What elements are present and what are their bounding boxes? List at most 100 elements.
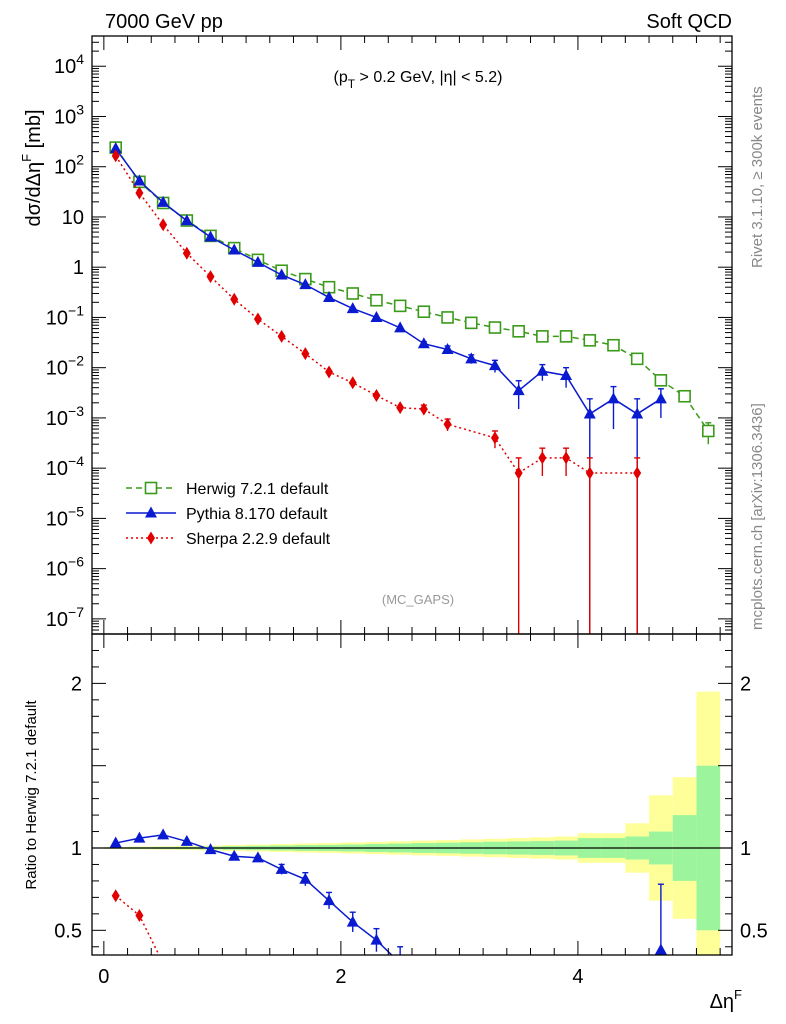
marker-diamond (490, 431, 499, 445)
marker-triangle (417, 337, 430, 349)
y-tick-label: 10−7 (46, 604, 84, 631)
marker-triangle (180, 214, 193, 226)
analysis-watermark: (MC_GAPS) (382, 592, 454, 607)
marker-triangle (299, 872, 312, 884)
marker-triangle (323, 290, 336, 302)
x-tick-label: 2 (335, 966, 346, 988)
marker-square (559, 330, 573, 343)
marker-triangle (251, 255, 264, 267)
cut-annotation: (pT > 0.2 GeV, |η| < 5.2) (334, 69, 503, 91)
marker-triangle (441, 343, 454, 355)
marker-diamond (585, 466, 594, 480)
marker-diamond (230, 292, 239, 306)
series-line (115, 147, 709, 432)
marker-square (488, 321, 502, 334)
ratio-frame (91, 633, 733, 956)
marker-triangle (607, 392, 620, 404)
marker-triangle (536, 364, 549, 376)
legend: Herwig 7.2.1 default Pythia 8.170 default… (126, 481, 331, 548)
ratio-series-group (109, 828, 667, 970)
marker-square (346, 287, 360, 300)
header-left-label: 7000 GeV pp (105, 11, 223, 33)
marker-diamond (111, 149, 120, 163)
x-axis-title: ΔηF (710, 987, 742, 1013)
marker-triangle (323, 894, 336, 906)
marker-square (678, 389, 691, 403)
ratio-y-tick-label-right: 0.5 (740, 920, 768, 942)
main-y-axis-title: dσ/dΔηF [mb] (19, 109, 45, 226)
marker-triangle (654, 392, 667, 404)
marker-diamond (301, 347, 310, 361)
marker-diamond (348, 376, 357, 390)
marker-square (144, 481, 158, 495)
marker-triangle (204, 843, 217, 855)
marker-triangle (109, 142, 122, 154)
y-tick-label: 10−1 (46, 302, 84, 329)
legend-label: Sherpa 2.2.9 default (186, 531, 331, 548)
marker-triangle (299, 278, 312, 290)
marker-square (654, 374, 668, 387)
marker-diamond (135, 908, 144, 922)
y-tick-label: 10 (62, 207, 84, 229)
marker-triangle (370, 310, 383, 322)
marker-diamond (419, 402, 428, 416)
ratio-y-tick-label: 0.5 (54, 920, 82, 942)
marker-square (630, 352, 644, 366)
marker-diamond (633, 466, 642, 480)
marker-triangle (394, 321, 407, 333)
marker-triangle (133, 831, 146, 843)
ratio-y-axis-title: Ratio to Herwig 7.2.1 default (23, 700, 40, 890)
marker-triangle (465, 352, 478, 364)
marker-triangle (560, 368, 573, 380)
header-right-label: Soft QCD (646, 11, 732, 33)
marker-diamond (562, 451, 571, 465)
legend-label: Pythia 8.170 default (186, 506, 328, 523)
y-tick-label: 10−2 (46, 353, 84, 380)
marker-diamond (147, 531, 155, 545)
marker-triangle (512, 384, 525, 396)
ratio-y-tick-label-right: 1 (740, 838, 751, 860)
marker-square (512, 324, 525, 338)
marker-diamond (159, 957, 167, 970)
rivet-version-label: Rivet 3.1.10, ≥ 300k events (749, 86, 766, 268)
y-tick-label: 10−6 (46, 554, 84, 581)
marker-square (393, 299, 407, 313)
main-panel (91, 35, 733, 635)
marker-diamond (325, 365, 334, 379)
y-tick-label: 103 (54, 101, 84, 128)
marker-square (441, 311, 454, 324)
y-tick-label: 1 (73, 257, 84, 279)
marker-triangle (204, 230, 217, 242)
ratio-y-tick-label: 2 (71, 673, 82, 695)
ratio-y-tick-label: 1 (71, 838, 82, 860)
ratio-line (115, 895, 160, 955)
y-tick-label: 10−5 (46, 503, 84, 530)
marker-triangle (251, 851, 264, 863)
marker-triangle (346, 302, 359, 314)
y-tick-label: 10−3 (46, 403, 84, 430)
marker-diamond (396, 401, 405, 415)
marker-square (464, 316, 478, 330)
x-tick-label: 0 (98, 966, 109, 988)
marker-triangle (370, 933, 383, 945)
marker-square (417, 305, 431, 319)
marker-diamond (538, 451, 547, 465)
marker-triangle (631, 407, 644, 419)
x-tick-label: 4 (572, 966, 583, 988)
marker-triangle (583, 407, 596, 419)
marker-diamond (182, 246, 191, 260)
y-tick-label: 10−4 (46, 453, 84, 480)
marker-square (536, 330, 549, 343)
marker-diamond (514, 466, 523, 480)
main-series-group (109, 141, 715, 634)
marker-triangle (228, 243, 241, 255)
marker-triangle (109, 836, 122, 848)
marker-triangle (145, 506, 157, 518)
y-tick-label: 102 (54, 152, 84, 179)
marker-triangle (488, 359, 501, 371)
series-line (115, 155, 638, 475)
legend-label: Herwig 7.2.1 default (186, 481, 329, 498)
source-label: mcplots.cern.ch [arXiv:1306.3436] (749, 403, 766, 630)
y-tick-label: 104 (54, 51, 84, 78)
